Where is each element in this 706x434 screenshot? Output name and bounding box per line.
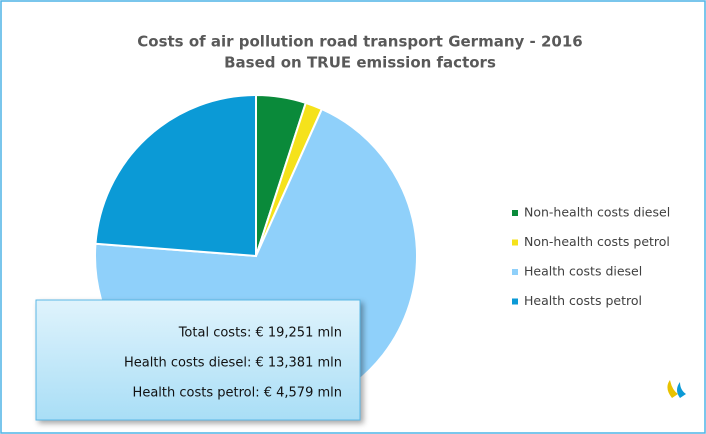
chart-subtitle: Based on TRUE emission factors: [224, 54, 496, 72]
legend-label: Non-health costs petrol: [524, 234, 670, 249]
info-text: Total costs: € 19,251 mln: [178, 326, 342, 341]
legend-label: Non-health costs diesel: [524, 205, 670, 220]
legend-label: Health costs diesel: [524, 264, 642, 279]
legend-label: Health costs petrol: [524, 293, 642, 308]
info-box: Total costs: € 19,251 mln Health costs di…: [35, 299, 361, 421]
pie-slice: [94, 93, 257, 258]
logo: [667, 380, 686, 398]
legend-swatch: [512, 239, 518, 246]
info-text: Health costs diesel: € 13,381 mln: [124, 356, 342, 371]
info-box-bg: [35, 299, 361, 421]
chart-title: Costs of air pollution road transport Ge…: [137, 33, 582, 51]
legend-swatch: [512, 210, 518, 216]
legend: Non-health costs diesel Non-health costs …: [512, 205, 670, 308]
info-text: Health costs petrol: € 4,579 mln: [133, 386, 342, 401]
legend-swatch: [512, 298, 518, 305]
legend-swatch: [512, 269, 518, 275]
